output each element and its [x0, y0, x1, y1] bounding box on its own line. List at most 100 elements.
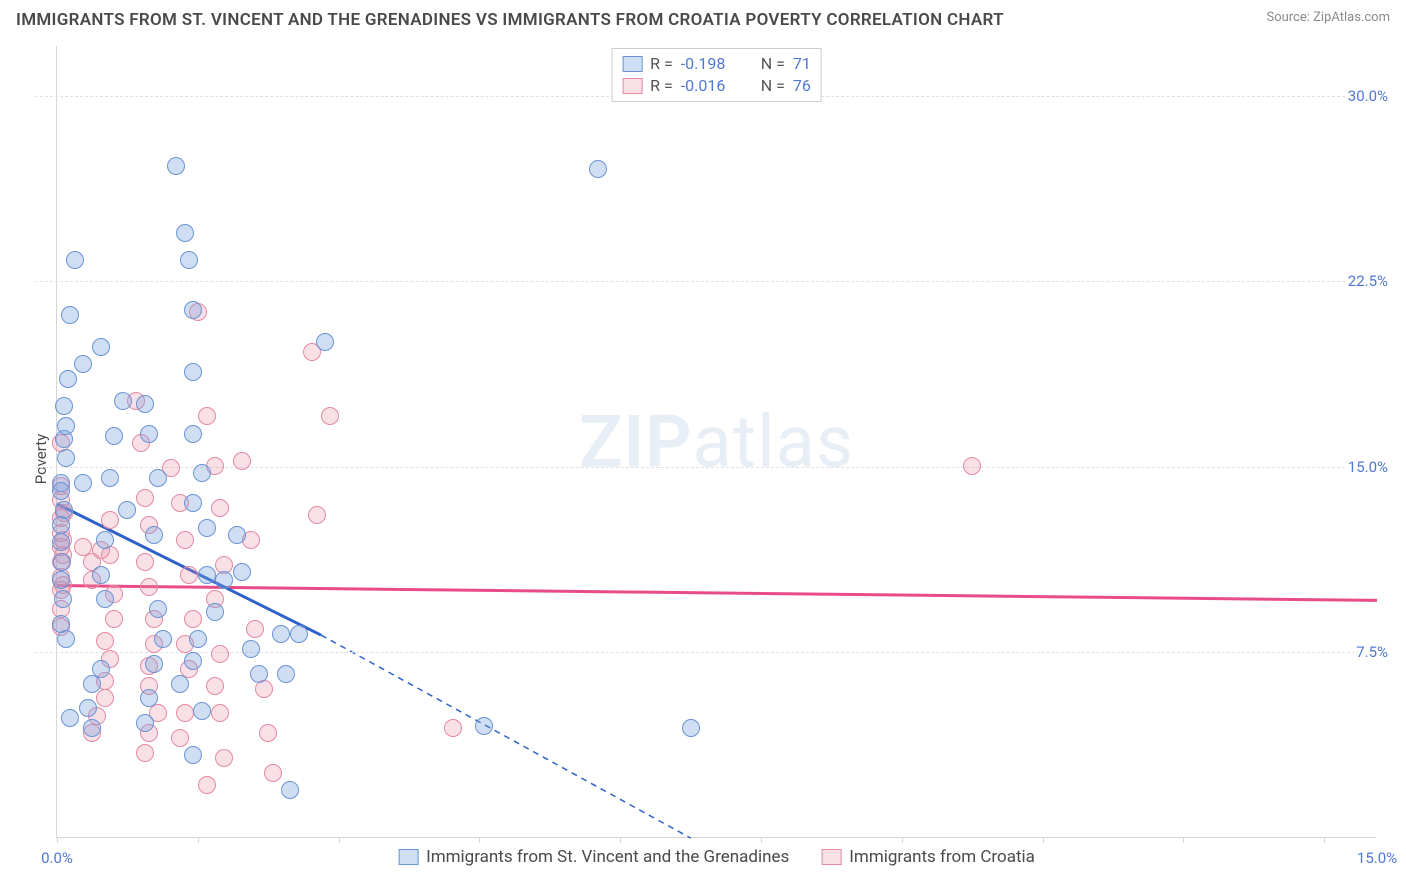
legend-label: Immigrants from St. Vincent and the Gren…: [426, 847, 789, 867]
scatter-point-b: [54, 531, 72, 549]
x-tick-mark: [479, 837, 480, 843]
legend-n-symbol: N =: [761, 75, 785, 97]
scatter-point-b: [180, 660, 198, 678]
scatter-point-b: [242, 531, 260, 549]
scatter-point-b: [52, 581, 70, 599]
y-axis-label: Poverty: [32, 434, 50, 484]
watermark: ZIPatlas: [579, 399, 854, 484]
scatter-point-a: [52, 615, 70, 633]
scatter-point-b: [88, 707, 106, 725]
scatter-point-a: [105, 427, 123, 445]
scatter-point-a: [475, 717, 493, 735]
scatter-point-a: [61, 306, 79, 324]
scatter-point-a: [59, 370, 77, 388]
scatter-point-b: [132, 434, 150, 452]
scatter-point-a: [154, 630, 172, 648]
scatter-point-b: [140, 516, 158, 534]
scatter-point-a: [290, 625, 308, 643]
scatter-point-b: [215, 556, 233, 574]
scatter-point-a: [74, 474, 92, 492]
gridline: [35, 652, 1390, 653]
x-tick-mark: [339, 837, 340, 843]
scatter-point-a: [277, 665, 295, 683]
legend-r-symbol: R =: [650, 53, 673, 75]
scatter-point-b: [52, 600, 70, 618]
scatter-point-b: [52, 509, 70, 527]
x-tick-mark: [902, 837, 903, 843]
legend-r-value: -0.016: [681, 75, 745, 97]
scatter-point-b: [127, 392, 145, 410]
scatter-point-b: [145, 635, 163, 653]
scatter-point-b: [246, 620, 264, 638]
scatter-point-b: [171, 729, 189, 747]
scatter-point-a: [53, 553, 71, 571]
scatter-point-a: [189, 630, 207, 648]
scatter-point-b: [444, 719, 462, 737]
scatter-point-b: [101, 546, 119, 564]
scatter-point-b: [92, 541, 110, 559]
scatter-point-b: [96, 689, 114, 707]
scatter-point-a: [180, 251, 198, 269]
legend-n-symbol: N =: [761, 53, 785, 75]
legend-item: Immigrants from Croatia: [821, 847, 1035, 867]
scatter-point-b: [54, 546, 72, 564]
gridline: [35, 467, 1390, 468]
scatter-point-b: [54, 576, 72, 594]
legend-r-value: -0.198: [681, 53, 745, 75]
scatter-point-a: [92, 566, 110, 584]
scatter-point-a: [52, 571, 70, 589]
scatter-point-b: [105, 610, 123, 628]
scatter-point-b: [105, 585, 123, 603]
scatter-point-a: [61, 709, 79, 727]
scatter-point-b: [180, 566, 198, 584]
scatter-point-b: [215, 749, 233, 767]
scatter-point-b: [264, 764, 282, 782]
trend-line: [57, 586, 1377, 601]
scatter-point-a: [281, 781, 299, 799]
scatter-point-a: [55, 397, 73, 415]
scatter-point-a: [136, 395, 154, 413]
x-tick-mark: [761, 837, 762, 843]
scatter-point-a: [145, 526, 163, 544]
scatter-point-a: [55, 430, 73, 448]
x-tick-mark: [1043, 837, 1044, 843]
scatter-point-b: [303, 343, 321, 361]
scatter-point-b: [96, 672, 114, 690]
legend-item: Immigrants from St. Vincent and the Gren…: [398, 847, 789, 867]
scatter-point-b: [206, 677, 224, 695]
trend-line: [57, 504, 321, 635]
scatter-point-a: [140, 425, 158, 443]
scatter-point-b: [176, 635, 194, 653]
scatter-point-b: [136, 489, 154, 507]
scatter-point-a: [589, 160, 607, 178]
scatter-point-a: [149, 469, 167, 487]
scatter-point-a: [206, 603, 224, 621]
scatter-point-b: [321, 407, 339, 425]
scatter-point-a: [92, 660, 110, 678]
scatter-point-b: [176, 531, 194, 549]
scatter-point-b: [52, 524, 70, 542]
scatter-point-b: [259, 724, 277, 742]
scatter-point-b: [83, 553, 101, 571]
scatter-point-a: [66, 251, 84, 269]
x-tick-mark: [1183, 837, 1184, 843]
scatter-point-a: [74, 355, 92, 373]
scatter-point-a: [52, 533, 70, 551]
legend-r-symbol: R =: [650, 75, 673, 97]
scatter-point-a: [184, 652, 202, 670]
scatter-point-a: [184, 494, 202, 512]
scatter-point-b: [189, 303, 207, 321]
scatter-point-a: [52, 474, 70, 492]
scatter-point-b: [140, 578, 158, 596]
scatter-point-a: [145, 655, 163, 673]
scatter-point-a: [52, 482, 70, 500]
watermark-atlas: atlas: [692, 399, 854, 484]
scatter-point-a: [55, 501, 73, 519]
scatter-point-b: [198, 776, 216, 794]
legend-n-value: 76: [793, 75, 811, 97]
legend-row: R = -0.198N = 71: [622, 53, 811, 75]
legend-swatch: [398, 849, 418, 865]
scatter-point-a: [184, 425, 202, 443]
scatter-point-a: [184, 301, 202, 319]
legend-label: Immigrants from Croatia: [849, 847, 1035, 867]
